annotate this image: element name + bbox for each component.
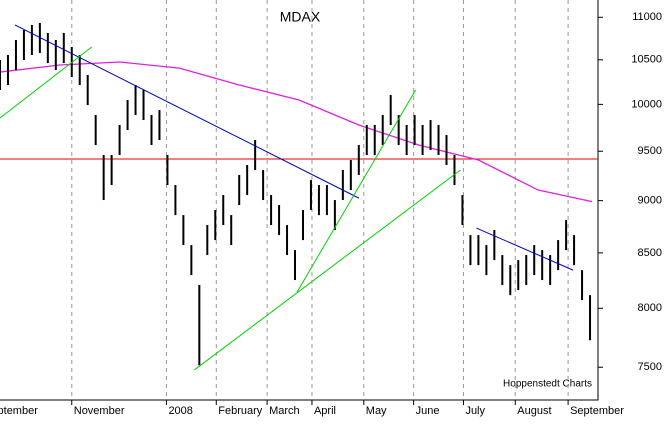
- x-tick-label: August: [517, 405, 551, 417]
- x-tick-label: September: [570, 405, 624, 417]
- y-tick-label: 8000: [638, 302, 662, 314]
- plot-frame: [0, 0, 599, 401]
- y-tick-label: 9500: [638, 145, 662, 157]
- trend-line: [194, 169, 461, 371]
- y-tick-label: 9000: [638, 195, 662, 207]
- moving-average: [0, 61, 593, 203]
- trend-line: [0, 46, 92, 119]
- x-tick-label: February: [218, 405, 263, 417]
- trend-line: [14, 24, 360, 199]
- x-tick-label: June: [416, 405, 440, 417]
- source-label: Hoppenstedt Charts: [503, 379, 592, 390]
- y-tick-label: 7500: [638, 361, 662, 373]
- trend-line: [296, 89, 417, 293]
- x-tick-label: April: [314, 405, 336, 417]
- y-tick-label: 8500: [638, 247, 662, 259]
- y-tick-label: 10000: [631, 98, 662, 110]
- x-tick-label: September: [0, 405, 38, 417]
- y-tick-label: 10500: [631, 54, 662, 66]
- trend-line: [476, 227, 574, 271]
- y-tick-label: 11000: [632, 11, 662, 23]
- x-tick-label: 2008: [168, 405, 192, 417]
- x-tick-label: May: [366, 405, 387, 417]
- x-tick-label: November: [74, 405, 125, 417]
- x-tick-label: July: [465, 405, 485, 417]
- x-tick-label: March: [269, 405, 300, 417]
- chart-title: MDAX: [280, 9, 321, 25]
